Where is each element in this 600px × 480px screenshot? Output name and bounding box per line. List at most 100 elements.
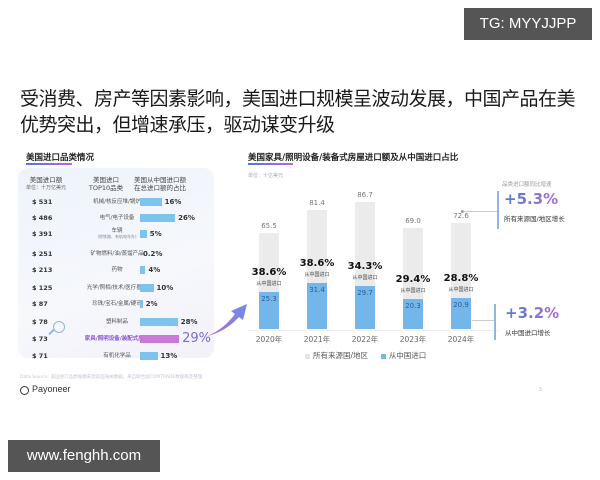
chart-title: 美国家具/照明设备/装备式房屋进口额及从中国进口占比 bbox=[248, 153, 459, 163]
growth-china-value: +3.2% bbox=[505, 304, 560, 322]
column-header-amount-label: 美国进口额 bbox=[29, 176, 63, 184]
table-row: $ 213 药物 4% bbox=[18, 263, 218, 277]
column-header-category-label: 美国进口 bbox=[93, 176, 119, 184]
category-label: 家具/照明设备/装配式房屋 bbox=[84, 336, 150, 342]
china-share-caption: 从中国进口 bbox=[448, 287, 474, 294]
china-value-label: 20.3 bbox=[405, 302, 421, 311]
growth-china-caption: 从中国进口增长 bbox=[505, 329, 551, 337]
magnifier-icon bbox=[53, 321, 65, 333]
data-source: Data Source: 美国进口品类规模来源美国海关数据，来自联合国COMTR… bbox=[20, 375, 203, 380]
category-name: 有机化学品 bbox=[72, 349, 162, 363]
share-value: 4% bbox=[148, 266, 161, 274]
chart-baseline bbox=[248, 330, 498, 331]
share-bar bbox=[140, 318, 178, 326]
growth-header: 品类进口额同比增速 bbox=[502, 182, 552, 188]
left-table-title: 美国进口品类情况 bbox=[26, 153, 95, 163]
category-label: 药物 bbox=[111, 267, 123, 273]
category-label: 机械/核反应堆/锅炉 bbox=[93, 199, 141, 205]
china-value-label: 31.4 bbox=[309, 286, 325, 295]
category-label: 珍珠/宝石/金属/硬币 bbox=[92, 301, 142, 307]
share-bar bbox=[140, 335, 180, 343]
table-row: $ 391 车辆 (除铁路、有轨电车外) 5% bbox=[18, 227, 218, 241]
table-row: $ 531 机械/核反应堆/锅炉 16% bbox=[18, 195, 218, 209]
bar-china bbox=[259, 292, 279, 329]
china-share-label: 38.6% bbox=[251, 267, 287, 279]
import-amount: $ 251 bbox=[32, 250, 53, 258]
china-share-caption: 从中国进口 bbox=[352, 274, 378, 281]
share-bar bbox=[140, 284, 154, 292]
import-amount: $ 87 bbox=[32, 300, 48, 308]
share-bar bbox=[140, 230, 147, 238]
growth-divider bbox=[494, 304, 496, 340]
share-value: 13% bbox=[160, 352, 178, 360]
legend-swatch-all bbox=[305, 353, 310, 359]
share-bar bbox=[140, 214, 176, 222]
page-title: 受消费、房产等因素影响，美国进口规模呈波动发展，中国产品在美优势突出，但增速承压… bbox=[20, 88, 576, 136]
table-row: $ 71 有机化学品 13% bbox=[18, 349, 218, 363]
bar-china bbox=[355, 285, 375, 329]
category-name: 电气/电子设备 bbox=[72, 211, 162, 225]
total-value-label: 65.5 bbox=[261, 222, 277, 231]
legend-swatch-china bbox=[380, 353, 386, 359]
import-amount: $ 125 bbox=[32, 284, 53, 292]
share-value: 2% bbox=[145, 300, 158, 308]
column-header-amount-unit: 单位：十万亿美元 bbox=[25, 185, 66, 191]
share-value: 5% bbox=[149, 230, 162, 238]
watermark-bottom: www.fenghh.com bbox=[8, 440, 160, 472]
total-value-label: 72.6 bbox=[453, 212, 469, 220]
x-axis-label: 2023年 bbox=[399, 335, 427, 344]
category-name: 药物 bbox=[72, 263, 162, 277]
share-bar bbox=[140, 300, 143, 308]
connector-dot bbox=[461, 210, 464, 213]
column-header-amount: 美国进口额 单位：十万亿美元 bbox=[24, 176, 68, 192]
page-number: 5 bbox=[539, 387, 543, 393]
category-label: 光学/照相/技术/医疗器械 bbox=[86, 285, 148, 291]
title-underline bbox=[248, 163, 293, 165]
title-underline bbox=[26, 163, 72, 165]
bar-china bbox=[307, 283, 327, 329]
total-value-label: 81.4 bbox=[309, 199, 325, 208]
share-value: 26% bbox=[178, 214, 195, 222]
chart-unit: 单位：十亿美元 bbox=[248, 173, 284, 179]
share-value: 29% bbox=[182, 331, 212, 346]
category-name: 塑料制品 bbox=[72, 315, 162, 329]
table-row: $ 486 电气/电子设备 26% bbox=[18, 211, 218, 225]
bar-china bbox=[451, 298, 471, 329]
bar-china bbox=[403, 299, 423, 329]
x-axis-label: 2022年 bbox=[351, 335, 379, 344]
category-name: 珍珠/宝石/金属/硬币 bbox=[72, 297, 162, 311]
total-value-label: 86.7 bbox=[357, 191, 373, 200]
table-row: $ 73 家具/照明设备/装配式房屋 29% bbox=[18, 332, 218, 346]
share-bar bbox=[140, 198, 162, 206]
growth-all-value: +5.3% bbox=[504, 190, 559, 208]
payoneer-logo-icon bbox=[20, 386, 29, 395]
import-amount: $ 213 bbox=[32, 266, 53, 274]
growth-divider bbox=[497, 191, 499, 229]
category-name: 光学/照相/技术/医疗器械 bbox=[72, 281, 162, 295]
category-label: 电气/电子设备 bbox=[99, 215, 135, 221]
china-share-label: 29.4% bbox=[395, 274, 431, 286]
china-share-label: 34.3% bbox=[347, 260, 383, 272]
left-table-panel bbox=[18, 168, 214, 358]
x-axis-label: 2021年 bbox=[303, 335, 331, 344]
x-axis-label: 2024年 bbox=[447, 335, 475, 344]
column-header-category: 美国进口 TOP10品类 bbox=[78, 176, 134, 192]
column-header-share-label: 美国从中国进口额 bbox=[134, 176, 186, 184]
legend-label-china: 从中国进口 bbox=[388, 351, 427, 360]
growth-all-caption: 所有来源国/地区增长 bbox=[504, 215, 565, 223]
payoneer-logo: Payoneer bbox=[32, 384, 71, 394]
category-name: 车辆 (除铁路、有轨电车外) bbox=[72, 228, 162, 240]
category-name: 矿物燃料/油/蒸馏产品 bbox=[72, 247, 162, 261]
table-row: $ 78 塑料制品 28% bbox=[18, 315, 218, 329]
import-amount: $ 78 bbox=[32, 318, 48, 326]
china-share-label: 38.6% bbox=[299, 258, 335, 270]
x-axis-label: 2020年 bbox=[255, 335, 283, 344]
category-label: 有机化学品 bbox=[103, 353, 131, 359]
chart-legend: 所有来源国/地区 从中国进口 bbox=[305, 350, 426, 361]
import-amount: $ 391 bbox=[32, 230, 53, 238]
share-value: 28% bbox=[180, 318, 198, 326]
china-share-caption: 从中国进口 bbox=[304, 272, 330, 279]
china-value-label: 20.9 bbox=[453, 301, 469, 310]
import-amount: $ 71 bbox=[32, 352, 48, 360]
